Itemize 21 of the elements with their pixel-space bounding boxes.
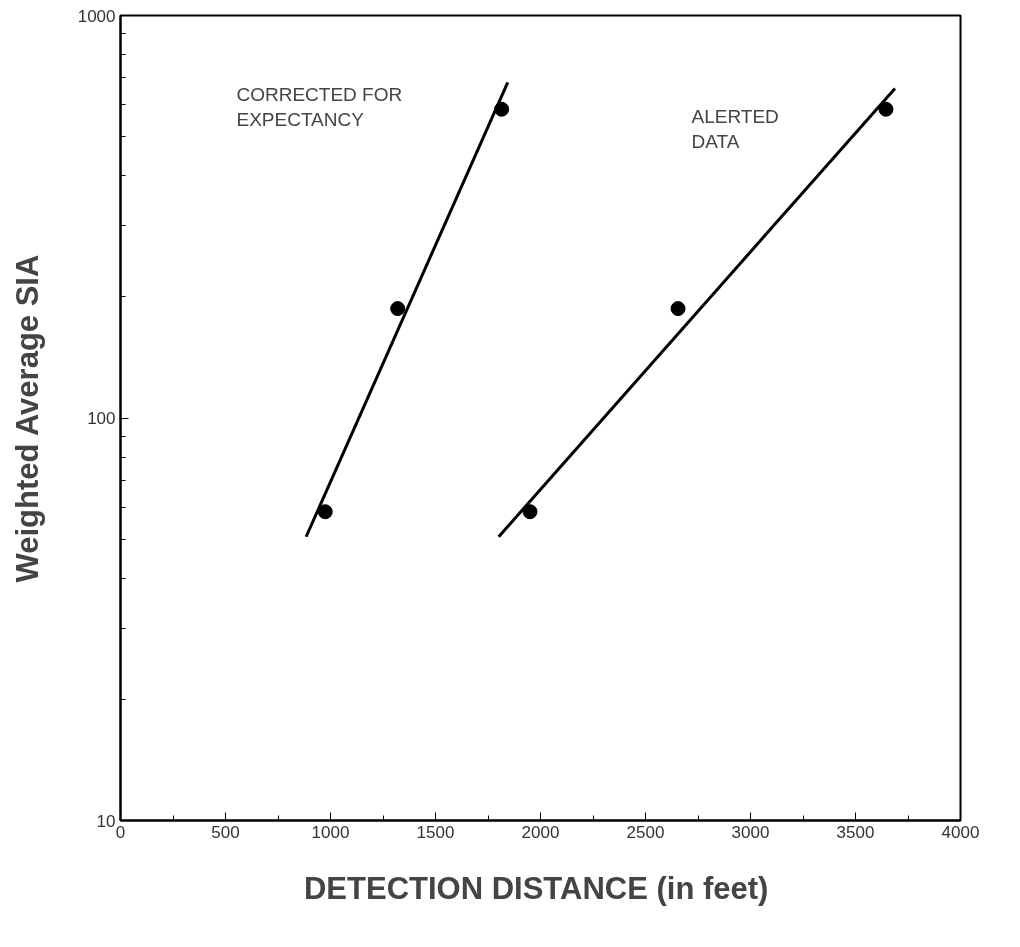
y-axis-title: Weighted Average SIA xyxy=(9,254,45,583)
point xyxy=(317,504,333,520)
point xyxy=(670,301,686,317)
x-tick-label: 2500 xyxy=(626,822,665,842)
x-tick-label: 0 xyxy=(115,822,126,842)
point xyxy=(878,101,894,117)
x-axis-title: DETECTION DISTANCE (in feet) xyxy=(303,870,769,906)
annotation: CORRECTED FOR EXPECTANCY xyxy=(236,84,403,131)
x-tick-label: 1500 xyxy=(416,822,455,842)
x-tick-label: 3000 xyxy=(731,822,770,842)
point xyxy=(522,504,538,520)
x-tick-label: 2000 xyxy=(521,822,560,842)
y-tick-label: 10 xyxy=(96,811,116,831)
point xyxy=(390,301,406,317)
annotation: ALERTED DATA xyxy=(691,106,779,153)
y-tick-label: 100 xyxy=(87,409,116,428)
y-tick-label: 1000 xyxy=(77,6,116,26)
x-tick-label: 3500 xyxy=(836,822,875,842)
x-tick-label: 1000 xyxy=(311,822,350,842)
x-tick-label: 500 xyxy=(211,822,240,842)
x-tick-label: 4000 xyxy=(941,822,980,842)
